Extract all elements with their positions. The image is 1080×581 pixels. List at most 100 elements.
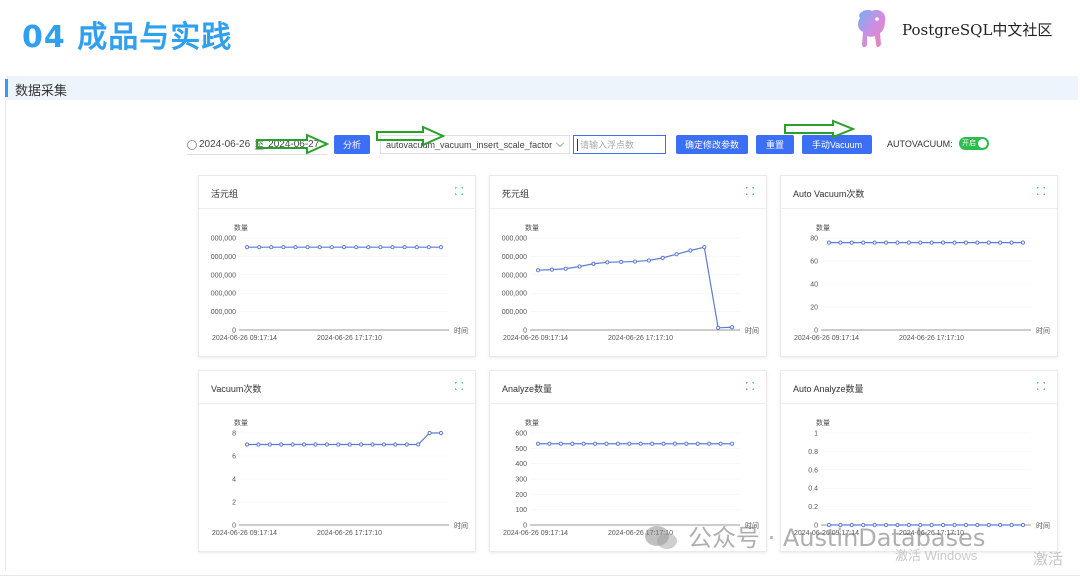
data-point bbox=[313, 442, 318, 447]
y-tick-label: 000,000 bbox=[502, 254, 527, 261]
chart-title: 死元组 bbox=[502, 189, 530, 199]
card-divider bbox=[490, 403, 766, 404]
data-point bbox=[895, 522, 900, 528]
x-tick-label: 2024-06-26 09:17:14 bbox=[794, 530, 859, 537]
data-point bbox=[305, 245, 310, 250]
chart-title: Vacuum次数 bbox=[211, 384, 262, 394]
data-point bbox=[1009, 522, 1014, 528]
annotation-arrow-2 bbox=[376, 125, 445, 147]
data-point bbox=[906, 240, 911, 245]
y-tick-label: 8 bbox=[232, 431, 236, 438]
date-end: 2024-06-27 bbox=[268, 139, 320, 150]
line-chart: 数量 0 20 40 60 80 时间 2024-06-26 09:17:14 2024-06-… bbox=[794, 223, 1050, 342]
expand-icon[interactable] bbox=[455, 187, 463, 195]
y-unit-label: 数量 bbox=[816, 223, 830, 232]
data-point bbox=[986, 240, 991, 245]
data-point bbox=[426, 245, 431, 250]
data-point bbox=[1020, 522, 1026, 528]
data-point bbox=[317, 245, 322, 250]
data-point bbox=[390, 245, 395, 250]
brand: PostgreSQL中文社区 bbox=[852, 8, 1052, 50]
data-point bbox=[381, 442, 387, 447]
y-tick-label: 0 bbox=[232, 328, 236, 335]
data-point bbox=[963, 522, 969, 528]
chart-title: Auto Vacuum次数 bbox=[793, 189, 865, 199]
annotation-arrow-3 bbox=[784, 119, 855, 139]
chart-title: Analyze数量 bbox=[502, 384, 553, 394]
y-tick-label: 000,000 bbox=[502, 272, 527, 279]
slide-title: 04 成品与实践 bbox=[22, 20, 233, 55]
float-input[interactable]: 请输入浮点数 bbox=[573, 135, 666, 154]
data-point bbox=[256, 442, 261, 447]
y-tick-label: 000,000 bbox=[502, 309, 527, 316]
data-point bbox=[702, 245, 707, 250]
manual-vacuum-button[interactable]: 手动Vacuum bbox=[802, 135, 872, 154]
card-divider bbox=[199, 403, 475, 404]
param-select[interactable]: autovacuum_vacuum_insert_scale_factor bbox=[380, 135, 570, 154]
line-chart: 数量 0 2 4 6 8 时间 2024-06-26 09:17:14 2024-06-26 1… bbox=[212, 418, 468, 537]
reset-button[interactable]: 重置 bbox=[756, 135, 794, 154]
y-tick-label: 000,000 bbox=[211, 254, 236, 261]
data-point bbox=[604, 441, 609, 446]
card-divider bbox=[199, 208, 475, 209]
data-point bbox=[404, 442, 409, 447]
data-point bbox=[998, 240, 1003, 245]
activate-windows-text: 激活 Windows bbox=[895, 548, 978, 563]
data-point bbox=[1020, 240, 1026, 245]
expand-icon[interactable] bbox=[1037, 187, 1045, 195]
watermark-text: 公众号 · AustinDatabases bbox=[688, 524, 986, 552]
data-point bbox=[269, 245, 274, 250]
data-point bbox=[918, 522, 923, 528]
data-point bbox=[929, 522, 934, 528]
annotation-arrow-1 bbox=[256, 133, 329, 155]
clock-icon bbox=[187, 139, 197, 150]
y-tick-label: 000,000 bbox=[211, 272, 236, 279]
line-chart: 数量 0 000,000 000,000 000,000 000,000 000,000 时间… bbox=[211, 223, 468, 342]
y-tick-label: 40 bbox=[810, 282, 818, 289]
toolbar: 2024-06-26 至 2024-06-27 分析 autovacuum_va… bbox=[187, 125, 1068, 165]
y-unit-label: 数量 bbox=[816, 418, 830, 427]
chart-title: 活元组 bbox=[211, 189, 239, 199]
confirm-param-button[interactable]: 确定修改参数 bbox=[676, 135, 748, 154]
left-divider bbox=[5, 100, 6, 570]
data-point bbox=[929, 240, 934, 245]
data-point bbox=[1009, 240, 1014, 245]
data-point bbox=[729, 325, 735, 330]
expand-icon[interactable] bbox=[746, 382, 754, 390]
data-point bbox=[347, 442, 352, 447]
data-point bbox=[619, 259, 624, 265]
data-point bbox=[366, 245, 371, 250]
y-tick-label: 80 bbox=[810, 236, 818, 243]
data-point bbox=[674, 252, 679, 257]
x-tick-label: 2024-06-26 09:17:14 bbox=[794, 335, 859, 342]
date-separator: 至 bbox=[254, 141, 265, 152]
data-point bbox=[660, 255, 665, 260]
data-point bbox=[975, 522, 980, 528]
expand-icon[interactable] bbox=[455, 382, 463, 390]
analyze-button[interactable]: 分析 bbox=[334, 135, 370, 154]
y-tick-label: 0.2 bbox=[808, 504, 818, 511]
data-point bbox=[986, 522, 991, 528]
data-point bbox=[729, 441, 735, 446]
data-point bbox=[535, 441, 541, 446]
y-tick-label: 0 bbox=[814, 328, 818, 335]
y-tick-label: 500 bbox=[515, 446, 527, 453]
chart-card-analyze-count: Analyze数量 数量 0 100 200 300 400 500 600 时间 2024-06… bbox=[489, 370, 767, 552]
data-point bbox=[895, 240, 900, 245]
section-label: 数据采集 bbox=[15, 83, 68, 98]
param-select-value: autovacuum_vacuum_insert_scale_factor bbox=[386, 139, 553, 150]
data-point bbox=[650, 441, 655, 446]
data-point bbox=[570, 441, 575, 446]
x-tick-label: 2024-06-26 17:17:10 bbox=[899, 335, 964, 342]
date-range-picker[interactable]: 2024-06-26 至 2024-06-27 bbox=[187, 135, 327, 155]
autovacuum-toggle[interactable]: 开启 bbox=[959, 137, 989, 150]
toggle-label: 开启 bbox=[962, 140, 976, 147]
x-tick-label: 2024-06-26 09:17:14 bbox=[212, 335, 277, 342]
expand-icon[interactable] bbox=[1037, 382, 1045, 390]
data-point bbox=[672, 441, 678, 446]
data-point bbox=[290, 442, 295, 447]
data-point bbox=[281, 245, 286, 250]
x-axis-name: 时间 bbox=[745, 521, 759, 530]
expand-icon[interactable] bbox=[746, 187, 754, 195]
y-tick-label: 0.4 bbox=[808, 486, 818, 493]
